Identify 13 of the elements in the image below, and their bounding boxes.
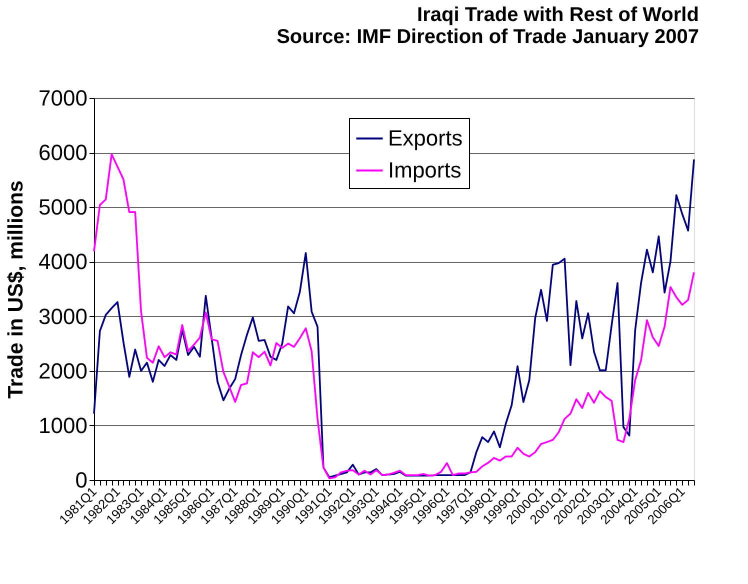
y-tick-label: 4000 xyxy=(38,249,88,274)
y-tick-label: 2000 xyxy=(38,358,88,384)
y-tick-label: 3000 xyxy=(38,304,88,329)
legend-label: Imports xyxy=(388,158,462,182)
text: Source: IMF Direction of Trade January 2007 xyxy=(276,26,699,48)
legend-label: Exports xyxy=(388,126,463,150)
y-tick-label: 7000 xyxy=(38,86,88,110)
y-tick-label: 0 xyxy=(75,468,88,492)
y-tick-label: 6000 xyxy=(38,140,88,166)
y-tick-label: 5000 xyxy=(38,194,88,220)
y-tick-label: 1000 xyxy=(38,412,88,438)
text: Iraqi Trade with Rest of World xyxy=(417,4,699,26)
y-axis-title: Trade in US$, millions xyxy=(4,180,28,399)
